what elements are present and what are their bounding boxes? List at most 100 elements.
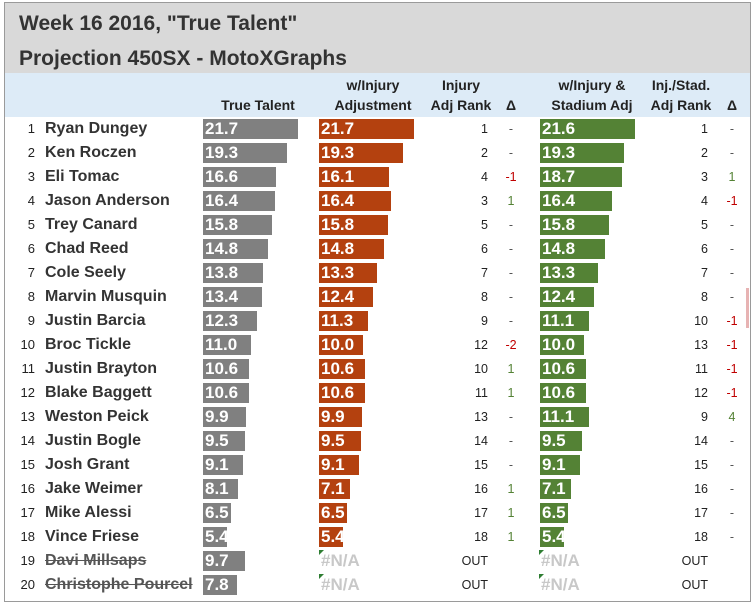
- injury-rank-delta: -: [508, 434, 514, 448]
- injury-adj-rank: 18: [474, 530, 488, 544]
- injury-adj-value: 16.1: [321, 167, 355, 186]
- stadium-rank-delta: [721, 573, 743, 597]
- injury-adj-rank: 11: [475, 386, 488, 400]
- injury-adj-bar: [319, 239, 384, 259]
- row-number: 13: [20, 409, 35, 424]
- stadium-adj-bar: [540, 527, 564, 547]
- row-number: 1: [27, 121, 35, 136]
- stadium-adj-rank: 8: [701, 290, 708, 304]
- injury-adj-rank: 6: [481, 242, 488, 256]
- rider-name: Trey Canard: [45, 216, 138, 233]
- true-talent-value: 11.0: [205, 335, 238, 354]
- error-flag: [539, 574, 544, 579]
- stadium-adj-value: 9.1: [542, 455, 566, 474]
- title-line-2: Projection 450SX - MotoXGraphs: [19, 47, 347, 70]
- injury-adj-value: 10.6: [321, 359, 355, 378]
- spreadsheet-frame: Week 16 2016, "True Talent" Projection 4…: [4, 2, 751, 602]
- stadium-adj-value: 7.1: [542, 479, 566, 498]
- injury-rank-delta: 1: [507, 482, 515, 496]
- stadium-adj-rank: 15: [694, 458, 708, 472]
- injury-rank-delta: -: [508, 218, 514, 232]
- injury-adj-rank: 12: [474, 338, 488, 352]
- injury-adj-value: 13.3: [321, 263, 355, 282]
- table-row: 16 Jake Weimer 8.1 7.1 16 1 7.1 16 -: [5, 477, 750, 501]
- injury-adj-value: 21.7: [321, 119, 355, 138]
- injury-adj-bar: [319, 455, 359, 475]
- injury-rank-delta: [501, 549, 521, 573]
- injury-rank-delta: 1: [507, 194, 515, 208]
- stadium-rank-delta: -: [729, 146, 735, 160]
- row-number: 8: [27, 289, 35, 304]
- stadium-rank-delta: -1: [726, 338, 738, 352]
- stadium-adj-bar: [540, 431, 582, 451]
- injury-adj-value: 16.4: [321, 191, 355, 210]
- true-talent-bar: [203, 575, 237, 595]
- row-number: 15: [20, 457, 35, 472]
- injury-adj-bar: [319, 527, 343, 547]
- stadium-adj-value: 5.4: [542, 527, 566, 546]
- true-talent-bar: [203, 287, 262, 307]
- table-row: 19 Davi Millsaps 9.7 #N/A OUT #N/A OUT: [5, 549, 750, 573]
- rider-name: Cole Seely: [45, 264, 126, 281]
- injury-adj-rank: 7: [481, 266, 488, 280]
- table-row: 8 Marvin Musquin 13.4 12.4 8 - 12.4 8 -: [5, 285, 750, 309]
- true-talent-bar: [203, 215, 272, 235]
- stadium-adj-bar: [540, 263, 598, 283]
- stadium-adj-na: #N/A: [541, 551, 580, 570]
- stadium-adj-rank: 10: [694, 314, 708, 328]
- stadium-adj-value: 10.0: [542, 335, 576, 354]
- true-talent-bar: [203, 191, 275, 211]
- error-flag: [319, 550, 324, 555]
- injury-adj-na: #N/A: [321, 551, 360, 570]
- row-number: 11: [21, 361, 36, 376]
- injury-adj-value: 14.8: [321, 239, 355, 258]
- injury-adj-bar: [319, 503, 347, 523]
- true-talent-value: 13.8: [205, 263, 239, 282]
- row-number: 4: [27, 193, 35, 208]
- table-row: 1 Ryan Dungey 21.7 21.7 1 - 21.6 1 -: [5, 117, 750, 141]
- injury-adj-value: 10.0: [321, 335, 355, 354]
- true-talent-bar: [203, 263, 263, 283]
- injury-adj-bar: [319, 287, 373, 307]
- rider-name: Jason Anderson: [45, 192, 170, 209]
- true-talent-bar: [203, 503, 231, 523]
- injury-adj-value: 9.1: [321, 455, 345, 474]
- title-line-1: Week 16 2016, "True Talent": [19, 12, 298, 35]
- injury-adj-value: 11.3: [321, 311, 354, 330]
- true-talent-bar: [203, 383, 249, 403]
- true-talent-value: 9.5: [205, 431, 229, 450]
- stadium-rank-delta: -: [729, 506, 735, 520]
- stadium-adj-bar: [540, 191, 612, 211]
- injury-adj-rank: 5: [481, 218, 488, 232]
- row-number: 20: [20, 577, 35, 592]
- true-talent-bar: [203, 431, 245, 451]
- injury-rank-delta: -: [508, 314, 514, 328]
- table-row: 20 Christophe Pourcel 7.8 #N/A OUT #N/A OUT: [5, 573, 750, 597]
- stadium-adj-value: 12.4: [542, 287, 576, 306]
- stadium-adj-value: 15.8: [542, 215, 576, 234]
- stadium-adj-rank: 14: [694, 434, 708, 448]
- true-talent-bar: [203, 407, 246, 427]
- row-number: 14: [20, 433, 35, 448]
- stadium-adj-rank: 11: [695, 362, 708, 376]
- injury-adj-value: 9.5: [321, 431, 345, 450]
- true-talent-bar: [203, 143, 287, 163]
- injury-adj-value: 10.6: [321, 383, 355, 402]
- rider-name: Josh Grant: [45, 456, 130, 473]
- true-talent-value: 7.8: [205, 575, 229, 594]
- injury-adj-rank: 10: [474, 362, 488, 376]
- injury-adj-value: 6.5: [321, 503, 345, 522]
- injury-rank-delta: 1: [507, 362, 515, 376]
- stadium-rank-delta: -: [729, 242, 735, 256]
- stadium-adj-rank: 6: [701, 242, 708, 256]
- row-number: 16: [20, 481, 35, 496]
- table-row: 9 Justin Barcia 12.3 11.3 9 - 11.1 10 -1: [5, 309, 750, 333]
- rider-name: Ryan Dungey: [45, 120, 148, 137]
- rider-name: Broc Tickle: [45, 336, 131, 353]
- stadium-adj-rank: 4: [701, 194, 708, 208]
- injury-adj-bar: [319, 431, 361, 451]
- row-number: 12: [20, 385, 35, 400]
- true-talent-value: 10.6: [205, 383, 239, 402]
- stadium-adj-bar: [540, 383, 586, 403]
- injury-adj-rank: OUT: [461, 554, 488, 568]
